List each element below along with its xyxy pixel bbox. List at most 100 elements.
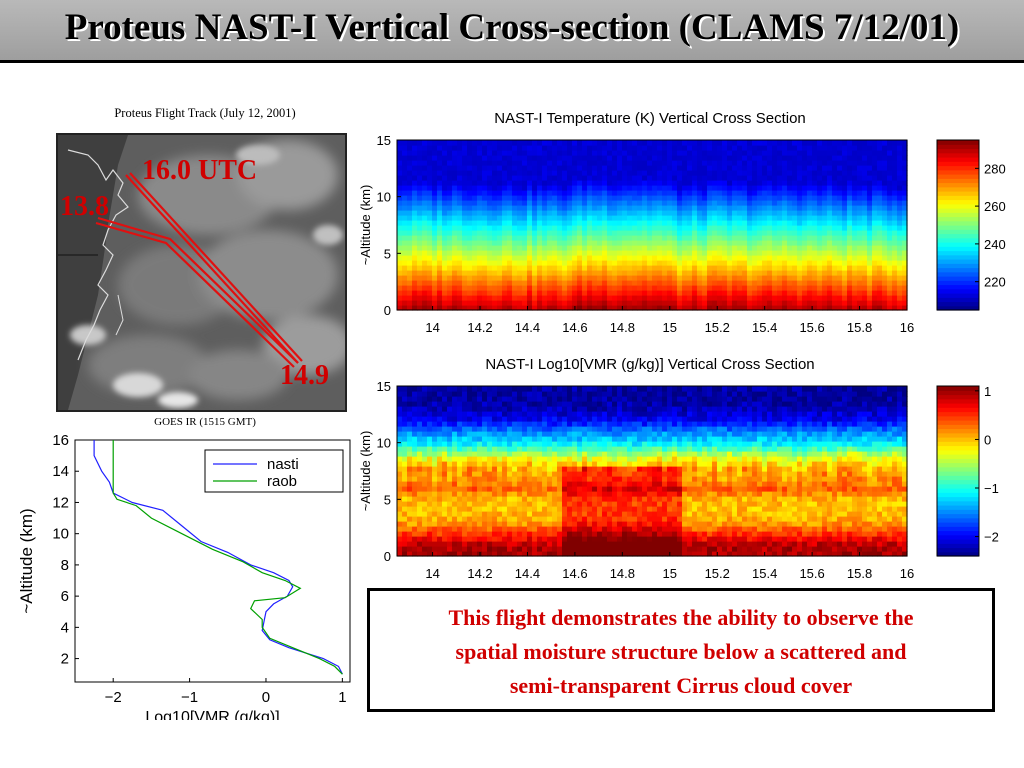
vmr-cell [522, 551, 528, 557]
vmr-cell [542, 466, 548, 472]
temp-cell [712, 225, 718, 231]
vmr-cell [482, 426, 488, 432]
temp-cell [652, 260, 658, 266]
vmr-cell [587, 471, 593, 477]
temp-cell [612, 155, 618, 161]
temp-cell [752, 245, 758, 251]
temp-cell [697, 230, 703, 236]
temp-cell [542, 195, 548, 201]
temp-cell [842, 270, 848, 276]
temp-cell [512, 295, 518, 301]
temp-cell [822, 285, 828, 291]
temp-cell [627, 210, 633, 216]
vmr-cell [407, 471, 413, 477]
temp-cell [847, 255, 853, 261]
vmr-cell [557, 496, 563, 502]
temp-cell [582, 275, 588, 281]
temp-cell [397, 280, 403, 286]
temp-cell [682, 280, 688, 286]
temp-cell [432, 225, 438, 231]
temp-cell [427, 175, 433, 181]
temp-cell [627, 285, 633, 291]
temp-cell [497, 280, 503, 286]
temp-cell [832, 165, 838, 171]
temp-cell [807, 145, 813, 151]
vmr-cell [552, 441, 558, 447]
temp-cell [727, 295, 733, 301]
temp-cell [682, 270, 688, 276]
temp-cell [887, 265, 893, 271]
temp-cell [602, 275, 608, 281]
temp-cell [892, 140, 898, 146]
temp-cell [627, 165, 633, 171]
temp-cell [822, 265, 828, 271]
temp-cell [427, 240, 433, 246]
temp-cell [802, 205, 808, 211]
temp-cell [462, 160, 468, 166]
temp-cell [397, 300, 403, 306]
temp-cell [617, 275, 623, 281]
temp-cell [842, 160, 848, 166]
vmr-cell [407, 506, 413, 512]
temp-cell [482, 210, 488, 216]
temp-cell [797, 240, 803, 246]
temp-cell [782, 210, 788, 216]
vmr-cell [592, 451, 598, 457]
temp-cell [722, 275, 728, 281]
temp-cell [507, 260, 513, 266]
temp-cell [877, 215, 883, 221]
temp-cell [627, 170, 633, 176]
temp-cell [837, 240, 843, 246]
temp-cell [547, 180, 553, 186]
vmr-cell [462, 551, 468, 557]
temp-cell [402, 280, 408, 286]
temp-colorbar-frame [936, 139, 980, 311]
temp-cell [857, 285, 863, 291]
vmr-cell [527, 486, 533, 492]
temp-cell [682, 240, 688, 246]
temp-cell [602, 255, 608, 261]
vmr-cell [422, 536, 428, 542]
vmr-cell [557, 466, 563, 472]
temp-cell [632, 160, 638, 166]
temp-cell [792, 185, 798, 191]
temp-cell [522, 220, 528, 226]
temp-cell [557, 155, 563, 161]
temp-cell [612, 225, 618, 231]
temp-cell [877, 185, 883, 191]
vmr-cell [502, 521, 508, 527]
vmr-cell [442, 446, 448, 452]
temp-cell [642, 160, 648, 166]
vmr-cell [437, 396, 443, 402]
vmr-cell [502, 461, 508, 467]
vmr-cell [417, 546, 423, 552]
temp-cell [597, 205, 603, 211]
temp-cells [397, 140, 908, 311]
temp-cell [672, 150, 678, 156]
temp-cell [417, 150, 423, 156]
temp-cell [522, 265, 528, 271]
vmr-cell [572, 406, 578, 412]
temp-cell [547, 275, 553, 281]
vmr-cell [452, 446, 458, 452]
temp-cell [772, 270, 778, 276]
temp-cell [682, 275, 688, 281]
vmr-cell [512, 526, 518, 532]
temp-cell [552, 195, 558, 201]
temp-cell [652, 190, 658, 196]
vmr-cell [482, 516, 488, 522]
temp-cell [547, 235, 553, 241]
temp-cell [622, 200, 628, 206]
temp-cell [472, 210, 478, 216]
temp-cell [737, 210, 743, 216]
temp-cell [507, 185, 513, 191]
vmr-cell [602, 516, 608, 522]
vmr-cell [552, 431, 558, 437]
vmr-cell [537, 401, 543, 407]
temp-cell [507, 215, 513, 221]
temp-cell [752, 300, 758, 306]
vmr-cell [482, 541, 488, 547]
temp-cell [457, 155, 463, 161]
temp-cell [407, 280, 413, 286]
temp-cell [607, 255, 613, 261]
